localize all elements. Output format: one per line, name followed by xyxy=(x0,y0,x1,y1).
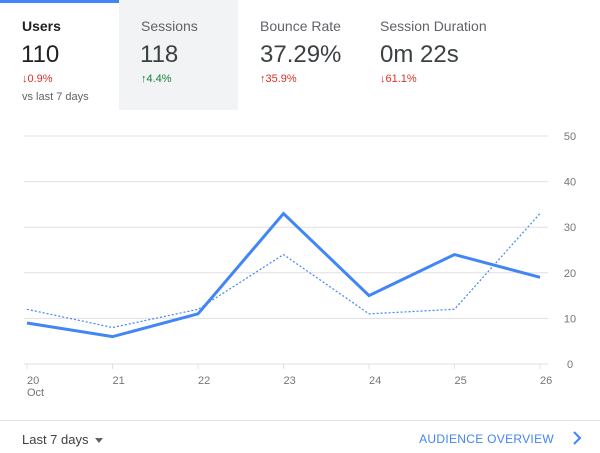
tab-bounce-rate-value: 37.29% xyxy=(260,41,342,68)
caret-down-icon xyxy=(94,438,103,444)
metric-tabs: Users 110 ↓0.9% vs last 7 days Sessions … xyxy=(0,0,600,110)
tab-session-duration-value: 0m 22s xyxy=(380,41,459,68)
tab-users[interactable]: Users 110 ↓0.9% vs last 7 days xyxy=(0,0,119,110)
x-tick-label: 20 xyxy=(27,375,39,387)
arrow-up-icon: ↑ xyxy=(260,73,266,85)
tab-sessions-value: 118 xyxy=(140,41,179,68)
tab-bounce-rate-delta: ↑35.9% xyxy=(260,73,297,85)
tab-users-delta: ↓0.9% xyxy=(22,73,53,85)
y-tick-label: 30 xyxy=(564,222,576,234)
series-line-current xyxy=(26,211,541,339)
tab-bounce-rate-label: Bounce Rate xyxy=(260,18,341,34)
x-tick-label: 26 xyxy=(540,375,552,387)
arrow-down-icon: ↓ xyxy=(380,73,386,85)
tab-users-label: Users xyxy=(22,18,61,34)
x-tick-label: 24 xyxy=(369,375,381,387)
x-tick-label: 25 xyxy=(455,375,467,387)
date-range-label: Last 7 days xyxy=(22,432,89,447)
x-axis-month-label: Oct xyxy=(27,387,44,399)
footer-divider xyxy=(0,420,600,421)
tab-sessions-label: Sessions xyxy=(141,18,198,34)
comparison-period: vs last 7 days xyxy=(22,91,89,103)
x-tick-label: 22 xyxy=(198,375,210,387)
y-tick-label: 0 xyxy=(567,359,573,371)
tab-users-value: 110 xyxy=(21,41,60,68)
active-tab-indicator xyxy=(0,0,119,3)
x-tick-label: 23 xyxy=(284,375,296,387)
y-tick-label: 50 xyxy=(564,131,576,143)
tab-session-duration-delta: ↓61.1% xyxy=(380,73,417,85)
tab-bounce-rate[interactable]: Bounce Rate 37.29% ↑35.9% xyxy=(238,0,358,110)
arrow-up-icon: ↑ xyxy=(141,73,147,85)
chevron-right-icon[interactable] xyxy=(570,431,584,445)
tab-session-duration-label: Session Duration xyxy=(380,18,487,34)
y-tick-label: 20 xyxy=(564,268,576,280)
users-line-chart: 0 10 20 30 40 50 20 21 22 23 24 25 26 Oct xyxy=(24,131,576,399)
arrow-down-icon: ↓ xyxy=(22,73,28,85)
y-tick-label: 40 xyxy=(564,177,576,189)
series-line-previous xyxy=(26,213,541,329)
tab-sessions-delta: ↑4.4% xyxy=(141,73,172,85)
x-tick-label: 21 xyxy=(113,375,125,387)
date-range-dropdown[interactable]: Last 7 days xyxy=(22,432,103,447)
y-tick-label: 10 xyxy=(564,313,576,325)
tab-session-duration[interactable]: Session Duration 0m 22s ↓61.1% xyxy=(358,0,518,110)
audience-overview-link[interactable]: AUDIENCE OVERVIEW xyxy=(419,432,554,446)
tab-sessions[interactable]: Sessions 118 ↑4.4% xyxy=(119,0,238,110)
